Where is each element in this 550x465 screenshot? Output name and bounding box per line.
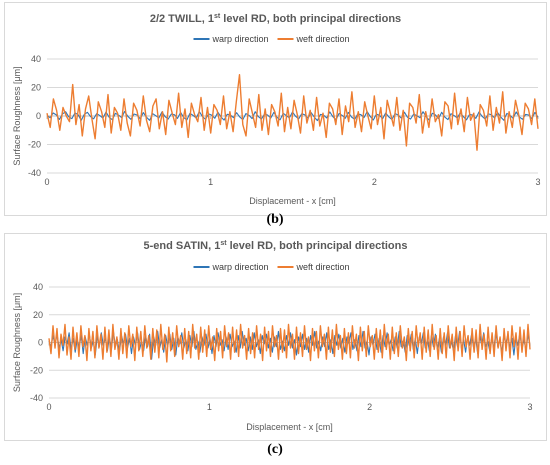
y-tick-label: -40 — [28, 168, 41, 178]
y-tick-label: 0 — [36, 111, 41, 121]
x-tick-label: 0 — [46, 402, 51, 412]
y-tick-label: 0 — [38, 338, 43, 348]
chart-svg: 5-end SATIN, 1st level RD, both principa… — [12, 240, 533, 432]
y-tick-label: -20 — [28, 140, 41, 150]
y-axis-label: Surface Roughness [μm] — [12, 293, 22, 392]
legend-label-warp: warp direction — [212, 34, 269, 44]
y-tick-label: 20 — [33, 310, 43, 320]
chart-title: 5-end SATIN, 1st level RD, both principa… — [144, 240, 408, 252]
panel-caption-b: (b) — [266, 212, 284, 227]
legend-label-weft: weft direction — [296, 34, 350, 44]
x-tick-label: 0 — [44, 177, 49, 187]
y-tick-label: 20 — [31, 83, 41, 93]
y-tick-label: 40 — [33, 282, 43, 292]
x-tick-label: 3 — [527, 402, 532, 412]
x-tick-label: 1 — [207, 402, 212, 412]
chart-title: 2/2 TWILL, 1st level RD, both principal … — [150, 13, 401, 25]
x-axis-label: Displacement - x [cm] — [246, 422, 333, 432]
chart-legend: warp direction weft direction — [193, 262, 350, 272]
x-tick-label: 3 — [535, 177, 540, 187]
x-tick-label: 2 — [372, 177, 377, 187]
y-tick-label: -20 — [30, 365, 43, 375]
y-tick-label: 40 — [31, 54, 41, 64]
series-line-weft — [48, 323, 531, 363]
x-tick-label: 1 — [208, 177, 213, 187]
y-tick-label: -40 — [30, 393, 43, 403]
chart-svg: 2/2 TWILL, 1st level RD, both principal … — [12, 13, 541, 206]
panel-caption-c: (c) — [267, 442, 283, 457]
x-axis-label: Displacement - x [cm] — [249, 196, 336, 206]
y-axis-label: Surface Roughness [μm] — [12, 66, 22, 165]
legend-label-warp: warp direction — [212, 262, 269, 272]
series-line-weft — [46, 73, 539, 151]
legend-label-weft: weft direction — [296, 262, 350, 272]
chart-panel-twill: 2/2 TWILL, 1st level RD, both principal … — [4, 2, 547, 216]
chart-panel-satin: 5-end SATIN, 1st level RD, both principa… — [4, 233, 547, 441]
chart-legend: warp direction weft direction — [193, 34, 350, 44]
x-tick-label: 2 — [367, 402, 372, 412]
